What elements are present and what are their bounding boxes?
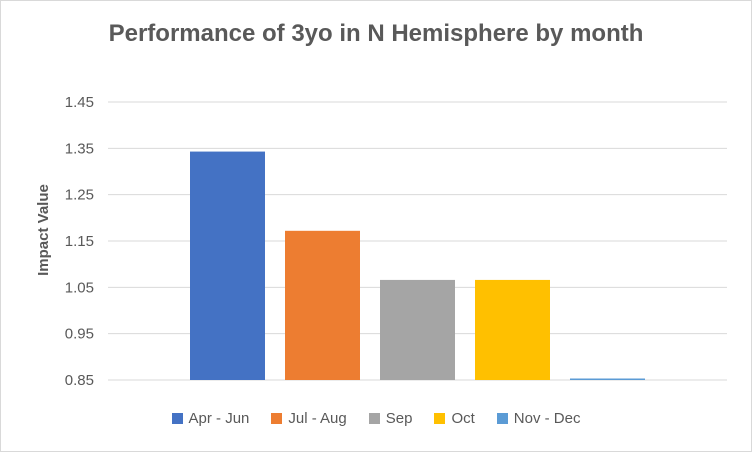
y-axis-label: Impact Value [35,184,52,276]
legend-label: Apr - Jun [188,410,250,427]
bar-oct [475,279,550,380]
legend-label: Sep [385,410,413,427]
chart-title: Performance of 3yo in N Hemisphere by mo… [108,20,644,47]
legend-swatch [171,413,183,424]
y-tick-label: 0.95 [65,326,94,343]
y-tick-label: 1.45 [65,94,94,111]
legend-swatch [434,413,446,424]
legend-swatch [368,413,380,424]
y-tick-label: 0.85 [65,372,94,389]
legend-item: Nov - Dec [496,410,581,427]
bar-jul-aug [285,230,360,380]
legend: Apr - Jun Jul - Aug Sep Oct Nov - Dec [0,410,752,427]
y-tick-label: 1.35 [65,140,94,157]
bar-nov-dec [570,378,645,380]
legend-label: Jul - Aug [288,410,347,427]
legend-swatch [496,413,508,424]
bars [190,151,645,380]
legend-label: Oct [451,410,475,427]
y-tick-labels: 1.45 1.35 1.25 1.15 1.05 0.95 0.85 [65,94,94,389]
legend-item: Jul - Aug [271,410,347,427]
y-tick-label: 1.25 [65,187,94,204]
legend-swatch [271,413,283,424]
legend-item: Oct [434,410,475,427]
legend-label: Nov - Dec [513,410,581,427]
legend-item: Sep [368,410,413,427]
bar-sep [380,279,455,380]
y-tick-label: 1.15 [65,233,94,250]
y-tick-label: 1.05 [65,279,94,296]
bar-apr-jun [190,151,265,380]
legend-item: Apr - Jun [171,410,250,427]
